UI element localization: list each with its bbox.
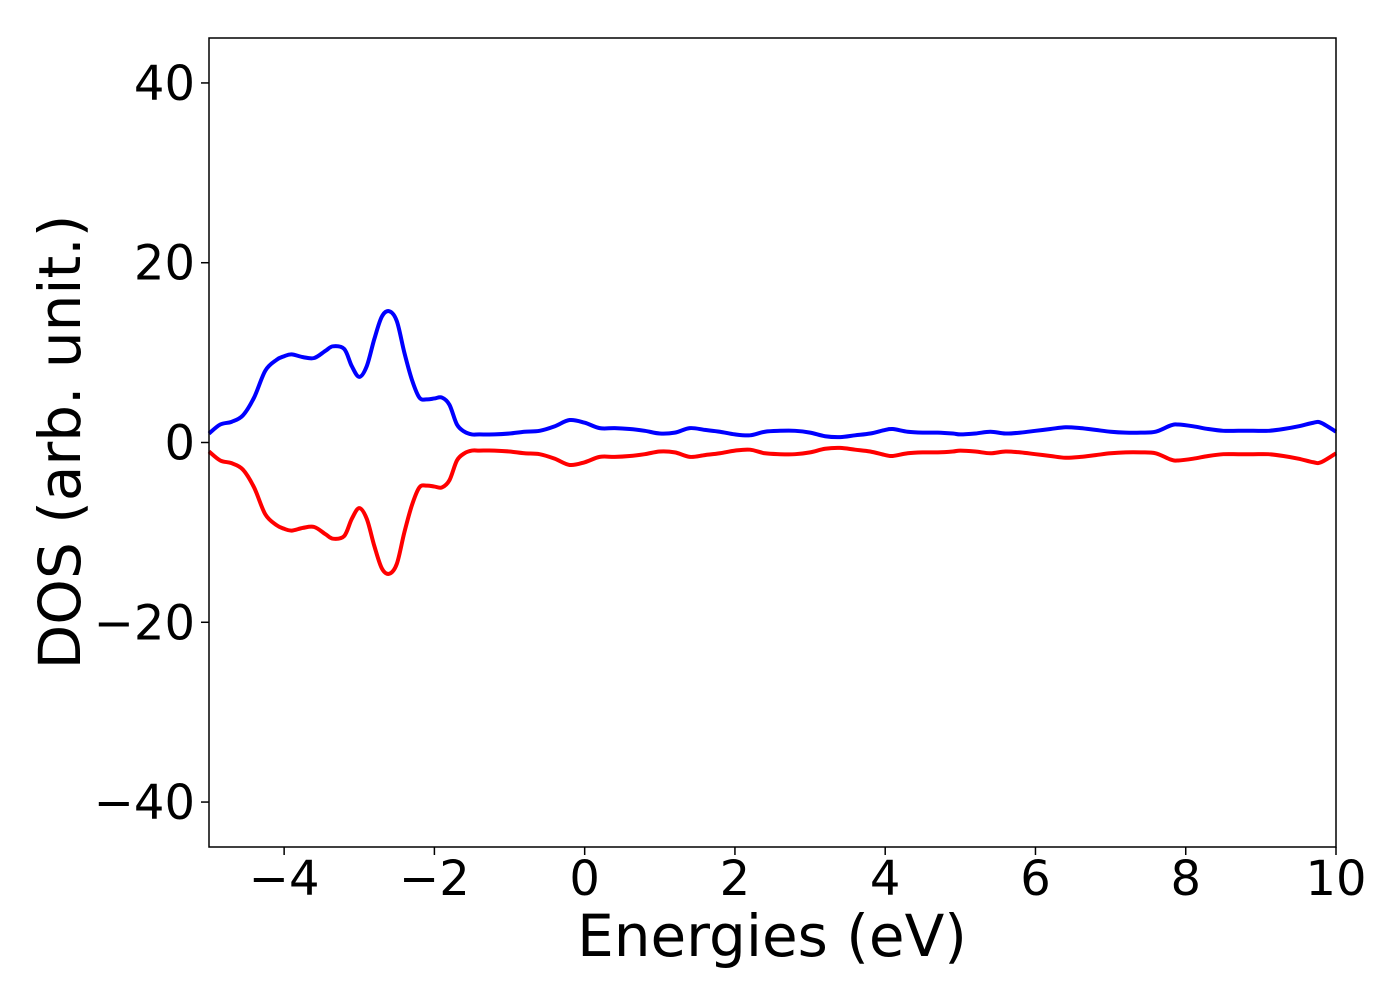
x-tick-label: 0 [569, 851, 600, 907]
y-tick-label: −40 [94, 775, 195, 831]
y-tick-label: −20 [94, 595, 195, 651]
x-tick-label: 10 [1305, 851, 1366, 907]
x-tick-label: 4 [870, 851, 901, 907]
plot-area [207, 309, 1338, 576]
y-tick-label: 40 [134, 56, 195, 112]
dos-series-line-1 [207, 309, 1338, 440]
y-axis-ticks: −40 −20 0 20 40 [94, 56, 209, 831]
x-axis-title: Energies (eV) [577, 902, 967, 970]
x-tick-label: 8 [1170, 851, 1201, 907]
plot-frame [208, 37, 1337, 848]
y-tick-label: 0 [164, 416, 195, 472]
x-tick-label: −4 [249, 851, 320, 907]
x-tick-label: 2 [720, 851, 751, 907]
x-axis-ticks: −4 −2 0 2 4 6 8 10 [249, 847, 1367, 907]
dos-series-line-2 [207, 445, 1338, 576]
x-tick-label: 6 [1020, 851, 1051, 907]
y-axis-title: DOS (arb. unit.) [26, 215, 94, 670]
x-tick-label: −2 [399, 851, 470, 907]
y-tick-label: 20 [134, 236, 195, 292]
